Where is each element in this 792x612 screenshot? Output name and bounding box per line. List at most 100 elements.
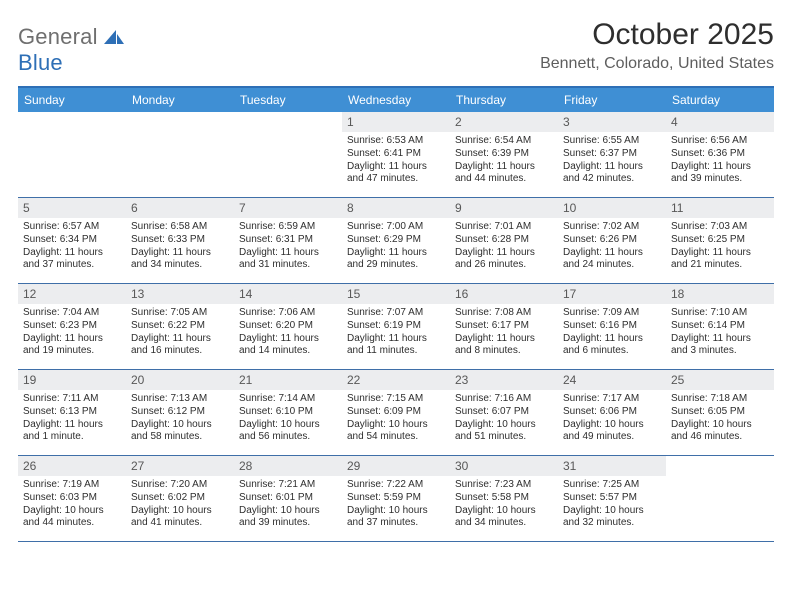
- weekday-header: Thursday: [450, 88, 558, 112]
- logo-sail-icon: [104, 28, 124, 49]
- sunrise-line: Sunrise: 7:07 AM: [347, 307, 445, 320]
- day-number: 30: [450, 456, 558, 476]
- logo-text: General Blue: [18, 24, 124, 76]
- daylight-line: Daylight: 11 hours and 3 minutes.: [671, 333, 769, 359]
- day-body: Sunrise: 7:16 AMSunset: 6:07 PMDaylight:…: [450, 390, 558, 448]
- calendar-page: General Blue October 2025 Bennett, Color…: [0, 0, 792, 552]
- day-cell: 29Sunrise: 7:22 AMSunset: 5:59 PMDayligh…: [342, 456, 450, 542]
- logo-word-blue: Blue: [18, 50, 63, 75]
- day-number: 13: [126, 284, 234, 304]
- day-body: Sunrise: 7:02 AMSunset: 6:26 PMDaylight:…: [558, 218, 666, 276]
- day-number: 19: [18, 370, 126, 390]
- day-cell: 19Sunrise: 7:11 AMSunset: 6:13 PMDayligh…: [18, 370, 126, 456]
- daylight-line: Daylight: 11 hours and 16 minutes.: [131, 333, 229, 359]
- day-body: Sunrise: 6:57 AMSunset: 6:34 PMDaylight:…: [18, 218, 126, 276]
- day-number: 25: [666, 370, 774, 390]
- day-body: Sunrise: 7:03 AMSunset: 6:25 PMDaylight:…: [666, 218, 774, 276]
- sunset-line: Sunset: 6:02 PM: [131, 492, 229, 505]
- header-row: General Blue October 2025 Bennett, Color…: [18, 18, 774, 76]
- day-number: 18: [666, 284, 774, 304]
- sunrise-line: Sunrise: 7:16 AM: [455, 393, 553, 406]
- weekday-header: Saturday: [666, 88, 774, 112]
- daylight-line: Daylight: 11 hours and 47 minutes.: [347, 161, 445, 187]
- day-body: Sunrise: 7:01 AMSunset: 6:28 PMDaylight:…: [450, 218, 558, 276]
- day-cell: 5Sunrise: 6:57 AMSunset: 6:34 PMDaylight…: [18, 198, 126, 284]
- day-cell: 8Sunrise: 7:00 AMSunset: 6:29 PMDaylight…: [342, 198, 450, 284]
- day-body: Sunrise: 7:08 AMSunset: 6:17 PMDaylight:…: [450, 304, 558, 362]
- sunset-line: Sunset: 6:36 PM: [671, 148, 769, 161]
- day-body: Sunrise: 7:18 AMSunset: 6:05 PMDaylight:…: [666, 390, 774, 448]
- sunrise-line: Sunrise: 7:25 AM: [563, 479, 661, 492]
- daylight-line: Daylight: 11 hours and 8 minutes.: [455, 333, 553, 359]
- sunrise-line: Sunrise: 6:59 AM: [239, 221, 337, 234]
- daylight-line: Daylight: 11 hours and 31 minutes.: [239, 247, 337, 273]
- day-cell: 18Sunrise: 7:10 AMSunset: 6:14 PMDayligh…: [666, 284, 774, 370]
- day-cell: 11Sunrise: 7:03 AMSunset: 6:25 PMDayligh…: [666, 198, 774, 284]
- day-number: 26: [18, 456, 126, 476]
- day-number: 29: [342, 456, 450, 476]
- logo-word-general: General: [18, 24, 98, 49]
- day-cell: 3Sunrise: 6:55 AMSunset: 6:37 PMDaylight…: [558, 112, 666, 198]
- sunset-line: Sunset: 5:57 PM: [563, 492, 661, 505]
- sunset-line: Sunset: 6:29 PM: [347, 234, 445, 247]
- sunrise-line: Sunrise: 7:13 AM: [131, 393, 229, 406]
- sunrise-line: Sunrise: 7:22 AM: [347, 479, 445, 492]
- sunset-line: Sunset: 5:59 PM: [347, 492, 445, 505]
- sunset-line: Sunset: 6:10 PM: [239, 406, 337, 419]
- sunrise-line: Sunrise: 7:04 AM: [23, 307, 121, 320]
- day-cell: 23Sunrise: 7:16 AMSunset: 6:07 PMDayligh…: [450, 370, 558, 456]
- day-cell: 31Sunrise: 7:25 AMSunset: 5:57 PMDayligh…: [558, 456, 666, 542]
- day-cell: 30Sunrise: 7:23 AMSunset: 5:58 PMDayligh…: [450, 456, 558, 542]
- day-body: Sunrise: 6:53 AMSunset: 6:41 PMDaylight:…: [342, 132, 450, 190]
- day-body: Sunrise: 7:17 AMSunset: 6:06 PMDaylight:…: [558, 390, 666, 448]
- day-number: 6: [126, 198, 234, 218]
- day-cell: 6Sunrise: 6:58 AMSunset: 6:33 PMDaylight…: [126, 198, 234, 284]
- daylight-line: Daylight: 11 hours and 19 minutes.: [23, 333, 121, 359]
- day-body: Sunrise: 7:25 AMSunset: 5:57 PMDaylight:…: [558, 476, 666, 534]
- day-cell: 26Sunrise: 7:19 AMSunset: 6:03 PMDayligh…: [18, 456, 126, 542]
- daylight-line: Daylight: 10 hours and 32 minutes.: [563, 505, 661, 531]
- sunset-line: Sunset: 6:07 PM: [455, 406, 553, 419]
- daylight-line: Daylight: 10 hours and 46 minutes.: [671, 419, 769, 445]
- sunset-line: Sunset: 6:09 PM: [347, 406, 445, 419]
- day-cell: 7Sunrise: 6:59 AMSunset: 6:31 PMDaylight…: [234, 198, 342, 284]
- weekday-header: Wednesday: [342, 88, 450, 112]
- daylight-line: Daylight: 10 hours and 49 minutes.: [563, 419, 661, 445]
- daylight-line: Daylight: 11 hours and 6 minutes.: [563, 333, 661, 359]
- day-number: 16: [450, 284, 558, 304]
- sunset-line: Sunset: 6:33 PM: [131, 234, 229, 247]
- page-title: October 2025: [540, 18, 774, 52]
- day-cell: 15Sunrise: 7:07 AMSunset: 6:19 PMDayligh…: [342, 284, 450, 370]
- sunrise-line: Sunrise: 7:23 AM: [455, 479, 553, 492]
- sunset-line: Sunset: 6:23 PM: [23, 320, 121, 333]
- sunrise-line: Sunrise: 7:18 AM: [671, 393, 769, 406]
- daylight-line: Daylight: 11 hours and 14 minutes.: [239, 333, 337, 359]
- daylight-line: Daylight: 11 hours and 37 minutes.: [23, 247, 121, 273]
- sunset-line: Sunset: 6:19 PM: [347, 320, 445, 333]
- daylight-line: Daylight: 10 hours and 44 minutes.: [23, 505, 121, 531]
- sunrise-line: Sunrise: 7:02 AM: [563, 221, 661, 234]
- calendar-grid: SundayMondayTuesdayWednesdayThursdayFrid…: [18, 88, 774, 542]
- sunrise-line: Sunrise: 6:58 AM: [131, 221, 229, 234]
- sunrise-line: Sunrise: 6:55 AM: [563, 135, 661, 148]
- sunset-line: Sunset: 6:12 PM: [131, 406, 229, 419]
- day-number: 9: [450, 198, 558, 218]
- brand-logo: General Blue: [18, 18, 124, 76]
- day-cell: 13Sunrise: 7:05 AMSunset: 6:22 PMDayligh…: [126, 284, 234, 370]
- sunset-line: Sunset: 6:14 PM: [671, 320, 769, 333]
- day-cell: 14Sunrise: 7:06 AMSunset: 6:20 PMDayligh…: [234, 284, 342, 370]
- day-body: Sunrise: 7:06 AMSunset: 6:20 PMDaylight:…: [234, 304, 342, 362]
- sunset-line: Sunset: 6:17 PM: [455, 320, 553, 333]
- day-body: Sunrise: 7:19 AMSunset: 6:03 PMDaylight:…: [18, 476, 126, 534]
- day-body: Sunrise: 7:13 AMSunset: 6:12 PMDaylight:…: [126, 390, 234, 448]
- sunrise-line: Sunrise: 7:00 AM: [347, 221, 445, 234]
- day-number: 3: [558, 112, 666, 132]
- day-body: Sunrise: 7:22 AMSunset: 5:59 PMDaylight:…: [342, 476, 450, 534]
- day-number: 23: [450, 370, 558, 390]
- sunrise-line: Sunrise: 7:17 AM: [563, 393, 661, 406]
- day-number: 17: [558, 284, 666, 304]
- sunset-line: Sunset: 6:41 PM: [347, 148, 445, 161]
- day-cell: 22Sunrise: 7:15 AMSunset: 6:09 PMDayligh…: [342, 370, 450, 456]
- day-cell: 1Sunrise: 6:53 AMSunset: 6:41 PMDaylight…: [342, 112, 450, 198]
- sunrise-line: Sunrise: 7:06 AM: [239, 307, 337, 320]
